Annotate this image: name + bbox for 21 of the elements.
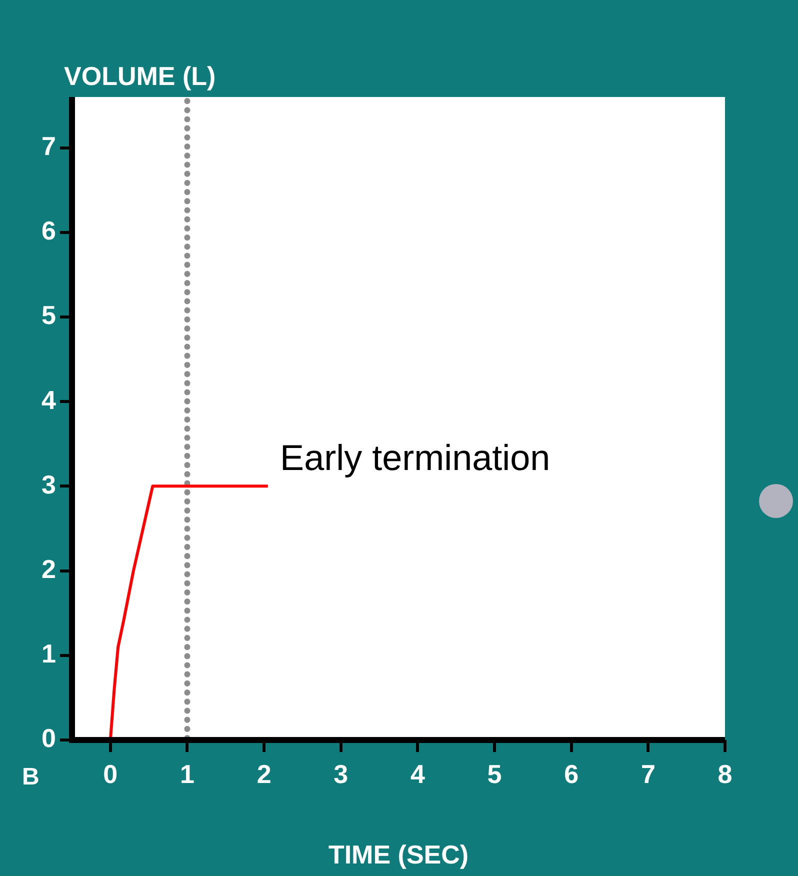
x-tick-label: 0 (103, 758, 118, 789)
y-tick-label: 5 (42, 300, 56, 330)
y-axis-title: VOLUME (L) (64, 61, 216, 92)
x-tick-label: 7 (640, 758, 656, 789)
y-tick-label: 6 (42, 216, 56, 246)
annotation: Early termination (280, 437, 550, 478)
y-tick-label: 2 (42, 554, 56, 584)
x-tick-label: 3 (334, 758, 348, 789)
x-tick-label: 6 (564, 758, 579, 789)
y-tick-label: 1 (42, 638, 56, 669)
x-tick-label: 4 (410, 758, 426, 789)
x-tick-label: 2 (256, 758, 272, 789)
x-tick-label: 5 (487, 758, 502, 789)
y-tick-label: 3 (42, 469, 56, 500)
y-tick-label: 7 (42, 130, 56, 161)
y-tick-label: 4 (42, 384, 57, 415)
x-tick-label: 8 (718, 758, 732, 789)
x-tick-label: 1 (180, 758, 194, 789)
x-axis-title: TIME (SEC) (328, 840, 469, 870)
y-tick-label: 0 (42, 723, 56, 754)
text: B (22, 764, 40, 791)
